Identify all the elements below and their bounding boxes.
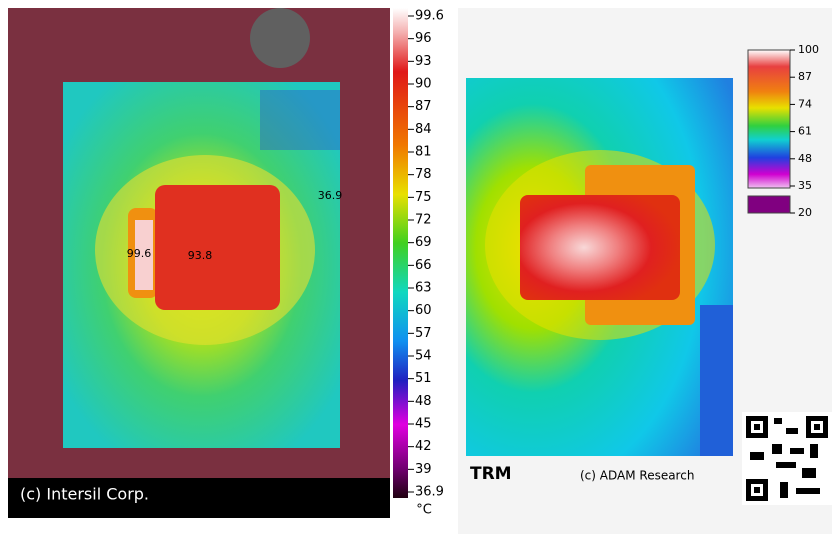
scale-label: 54 [415,349,432,364]
scale-label: 75 [415,190,432,205]
scale-label: 72 [415,213,432,228]
hot-component [155,185,280,310]
spot-label: 36.9 [318,189,343,202]
scale-label: 99.6 [415,9,444,24]
spot-label: 93.8 [188,249,213,262]
scale-label: 69 [415,235,432,250]
scale-label: 84 [415,122,432,137]
cool-zone [260,90,340,150]
hot-component [520,195,680,300]
scale-label: 93 [415,54,432,69]
scale-label: 48 [415,394,432,409]
color-scale [748,50,790,188]
scale-label: 51 [415,371,432,386]
cool-zone [700,305,733,456]
scale-label: 36.9 [415,485,444,500]
connector [250,8,310,68]
scale-label: 57 [415,326,432,341]
scale-label: 35 [798,179,812,192]
scale-label: 60 [415,303,432,318]
scale-label: 63 [415,281,432,296]
qr-code [742,412,832,505]
color-scale [393,8,408,498]
scale-label: 74 [798,97,812,110]
title: TRM [470,464,512,484]
color-scale-under [748,196,790,213]
caption: (c) ADAM Research [580,469,694,483]
scale-label: 78 [415,167,432,182]
scale-label: 87 [798,70,812,83]
caption: (c) Intersil Corp. [20,485,149,504]
scale-label: 42 [415,439,432,454]
scale-label: 87 [415,99,432,114]
scale-label: 45 [415,417,432,432]
unit: °C [416,503,432,518]
scale-label: 20 [798,206,812,219]
spot-label: 99.6 [127,247,152,260]
screenshot: (c) Intersil Corp. 36.9 99.6 93.8 99.6 96… [0,0,832,534]
scale-label: 96 [415,31,432,46]
scale-label: 66 [415,258,432,273]
scale-label: 90 [415,77,432,92]
scale-label: 39 [415,462,432,477]
scale-label: 61 [798,125,812,138]
scale-label: 81 [415,145,432,160]
scale-label: 100 [798,43,819,56]
scale-label: 48 [798,152,812,165]
